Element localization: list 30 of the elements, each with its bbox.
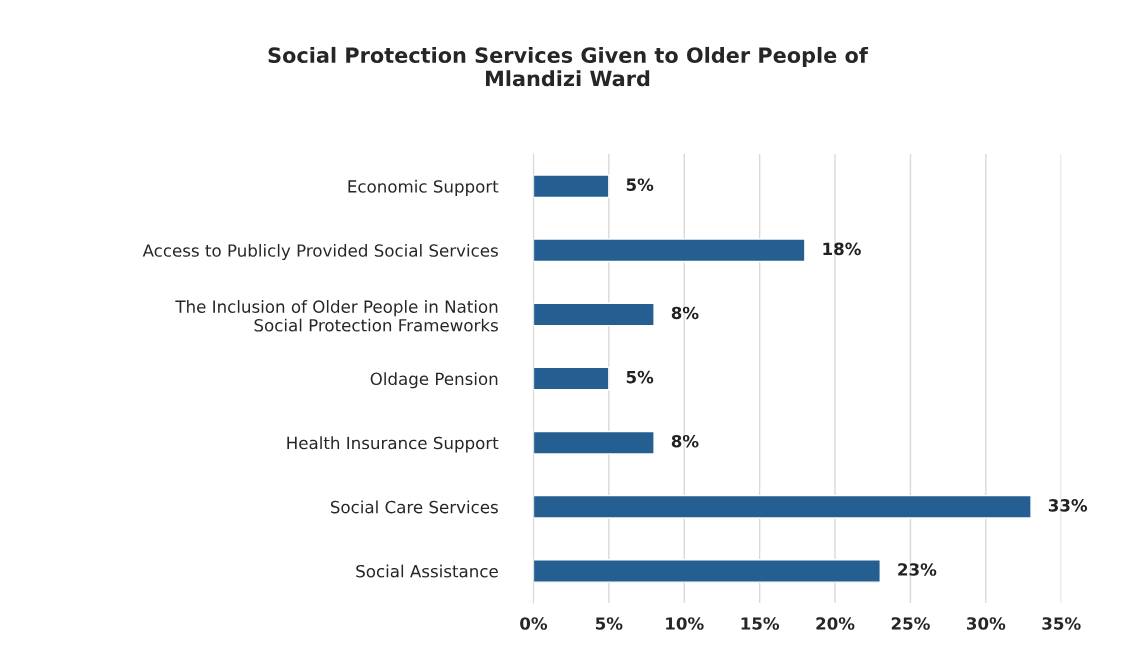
x-tick-label: 30% — [967, 617, 1006, 630]
y-tick-label: Health Insurance Support — [287, 436, 499, 453]
bar — [533, 494, 1032, 519]
y-tick-label: Oldage Pension — [370, 372, 498, 389]
data-label: 5% — [626, 178, 654, 191]
x-tick-label: 10% — [666, 617, 704, 630]
chart-title: Social Protection Services Given to Older People of Mlandizi Ward — [268, 46, 869, 87]
bar — [533, 366, 610, 391]
data-label: 23% — [898, 563, 937, 576]
bar — [533, 238, 806, 263]
data-label: 18% — [823, 242, 861, 256]
data-label: 8% — [671, 306, 699, 320]
bar — [533, 430, 655, 455]
x-tick-label: 15% — [741, 617, 780, 630]
y-tick-label: Economic Support — [348, 179, 499, 196]
x-tick-label: 0% — [520, 617, 548, 630]
bar — [533, 559, 881, 583]
y-tick-label: The Inclusion of Older People in Nation Social Protection Frameworks — [175, 300, 498, 332]
x-tick-label: 25% — [891, 617, 930, 630]
x-tick-label: 35% — [1042, 617, 1081, 630]
bar — [533, 174, 610, 199]
data-label: 8% — [671, 434, 699, 448]
x-tick-label: 20% — [816, 617, 855, 630]
y-tick-label: Access to Publicly Provided Social Services — [142, 243, 498, 261]
bar — [533, 302, 655, 327]
data-label: 33% — [1048, 499, 1088, 512]
data-label: 5% — [626, 370, 654, 384]
x-tick-label: 5% — [595, 617, 623, 630]
y-tick-label: Social Assistance — [356, 564, 498, 578]
y-tick-label: Social Care Services — [330, 500, 498, 514]
